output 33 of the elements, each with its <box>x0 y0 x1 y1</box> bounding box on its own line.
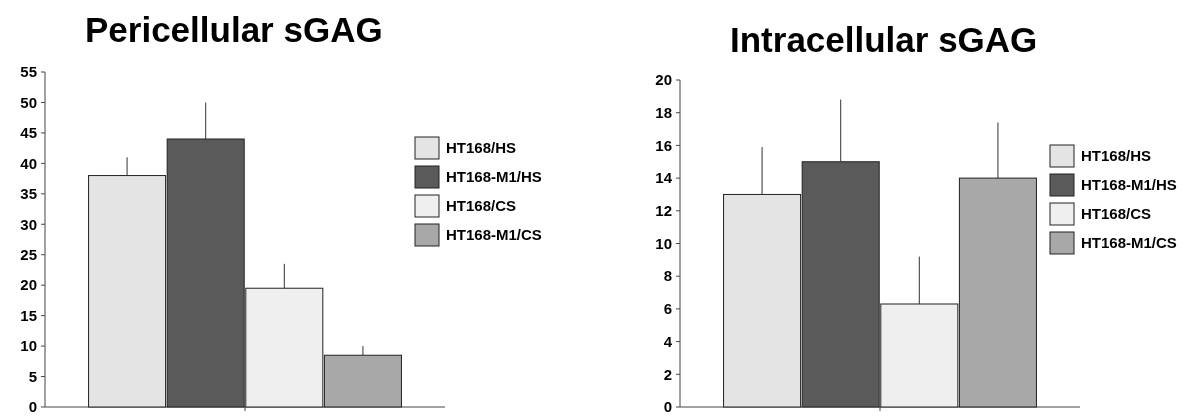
y-tick-label: 25 <box>20 245 37 263</box>
y-tick-label: 4 <box>663 332 673 350</box>
y-tick-label: 40 <box>20 154 37 172</box>
y-tick-label: 45 <box>20 124 37 142</box>
legend-label: HT168-M1/HS <box>1081 176 1177 194</box>
y-tick-label: 35 <box>20 185 37 203</box>
y-tick-label: 16 <box>655 136 672 154</box>
legend-label: HT168/CS <box>1081 205 1152 223</box>
chart-title: Pericellular sGAG <box>85 10 383 49</box>
y-tick-label: 12 <box>655 202 672 220</box>
legend-label: HT168-M1/CS <box>446 226 542 244</box>
y-tick-label: 0 <box>663 398 672 416</box>
legend-label: HT168/CS <box>446 197 517 215</box>
y-tick-label: 8 <box>663 267 672 285</box>
y-tick-label: 0 <box>28 398 37 416</box>
y-tick-label: 14 <box>655 169 673 187</box>
y-tick-label: 50 <box>20 93 37 111</box>
y-tick-label: 18 <box>655 103 672 121</box>
y-tick-label: 55 <box>20 63 37 81</box>
legend-label: HT168/HS <box>1081 147 1152 165</box>
y-tick-label: 20 <box>20 276 37 294</box>
legend-label: HT168/HS <box>446 139 517 157</box>
y-tick-label: 30 <box>20 215 37 233</box>
y-tick-label: 2 <box>663 365 672 383</box>
y-tick-label: 5 <box>28 367 37 385</box>
chart-title: Intracellular sGAG <box>730 20 1038 59</box>
y-tick-label: 10 <box>655 234 672 252</box>
y-tick-label: 10 <box>20 337 37 355</box>
y-tick-label: 15 <box>20 306 37 324</box>
y-tick-label: 20 <box>655 71 672 89</box>
legend-label: HT168-M1/CS <box>1081 234 1177 252</box>
legend-label: HT168-M1/HS <box>446 168 542 186</box>
y-tick-label: 6 <box>663 300 672 318</box>
